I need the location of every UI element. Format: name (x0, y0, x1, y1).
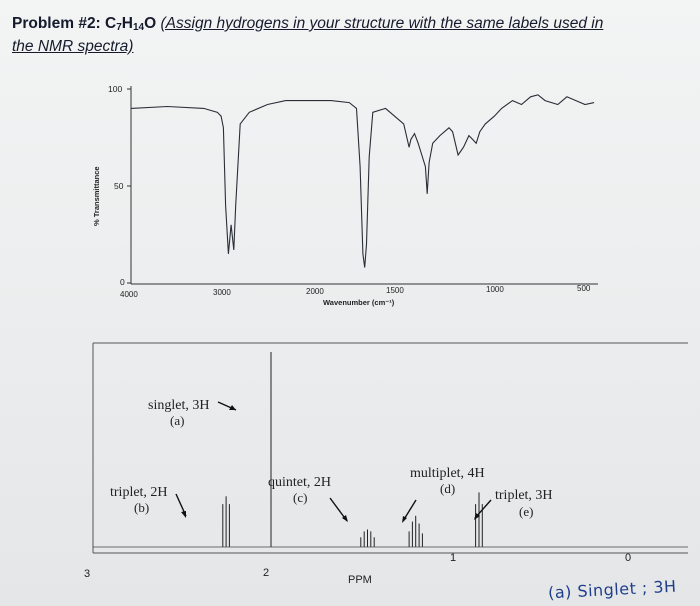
annotation-b-arrowhead (181, 511, 186, 518)
instruction-text-2: the NMR spectra) (12, 38, 134, 55)
ir-ytick-50: 50 (114, 181, 124, 191)
formula-carbon: C (105, 15, 117, 32)
annotation-b-label: (b) (134, 500, 149, 515)
problem-number: Problem #2: (12, 15, 106, 32)
ir-xtick-1500: 1500 (386, 286, 404, 295)
molecular-formula: C7H14O (105, 15, 157, 33)
nmr-xtick-0: 0 (625, 552, 631, 564)
annotation-a-label: (a) (170, 413, 184, 428)
annotation-b-multiplicity: triplet, 2H (110, 485, 168, 500)
annotation-c: quintet, 2H (c) (268, 475, 348, 522)
annotation-a: singlet, 3H (a) (148, 398, 237, 428)
annotation-e-label: (e) (519, 504, 533, 519)
ir-xtick-1000: 1000 (486, 285, 504, 294)
annotation-e-multiplicity: triplet, 3H (495, 488, 553, 503)
ir-xtick-500: 500 (577, 284, 591, 293)
ir-ytick-0: 0 (120, 277, 125, 287)
ir-spectrum-trace (130, 94, 595, 268)
nmr-xtick-3: 3 (84, 568, 90, 580)
ir-x-label: Wavenumber (cm⁻¹) (323, 298, 395, 307)
annotation-e: triplet, 3H (e) (474, 488, 553, 520)
formula-hydrogen-count: 14 (133, 22, 145, 33)
ir-ytick-100: 100 (108, 84, 122, 94)
annotation-d-label: (d) (440, 481, 455, 496)
formula-oxygen: O (144, 15, 157, 32)
annotation-a-arrowhead (229, 405, 236, 410)
annotation-e-arrowhead (474, 513, 480, 520)
formula-hydrogen: H (121, 15, 133, 32)
annotation-a-multiplicity: singlet, 3H (148, 398, 209, 413)
annotation-c-label: (c) (293, 490, 307, 505)
nmr-xtick-1: 1 (450, 552, 456, 564)
problem-statement: Problem #2: C7H14O (Assign hydrogens in … (12, 14, 672, 56)
annotation-d-arrowhead (402, 516, 407, 523)
annotation-c-arrowhead (342, 515, 348, 522)
instruction-text-1: (Assign hydrogens in your structure with… (160, 15, 604, 32)
nmr-peaks-group (93, 352, 688, 548)
nmr-x-label: PPM (348, 574, 372, 586)
ir-spectrum: 100 50 0 % Transmittance 4000 3000 2000 … (92, 84, 598, 307)
formula-carbon-count: 7 (116, 22, 122, 33)
annotation-c-multiplicity: quintet, 2H (268, 475, 331, 490)
annotation-d: multiplet, 4H (d) (402, 466, 485, 523)
ir-xtick-2000: 2000 (306, 287, 324, 296)
problem-line-1: Problem #2: C7H14O (Assign hydrogens in … (12, 14, 672, 37)
ir-xtick-4000: 4000 (120, 290, 138, 299)
annotation-b: triplet, 2H (b) (110, 485, 187, 518)
ir-xtick-3000: 3000 (213, 288, 231, 297)
nmr-xtick-2: 2 (263, 567, 269, 579)
ir-y-label: % Transmittance (92, 166, 101, 226)
annotation-d-multiplicity: multiplet, 4H (410, 466, 485, 481)
